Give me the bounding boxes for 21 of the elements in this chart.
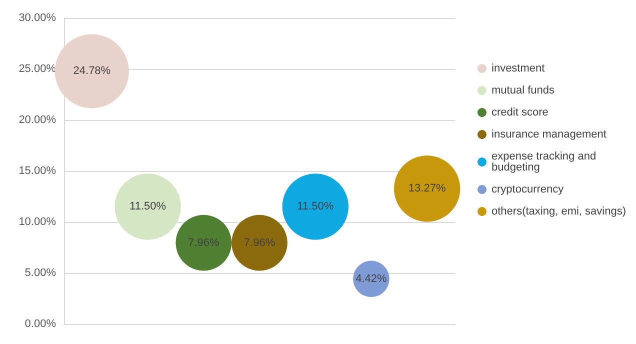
y-tick-label: 30.00% xyxy=(18,12,56,24)
y-tick-label: 5.00% xyxy=(24,267,56,279)
y-tick-label: 25.00% xyxy=(18,63,56,75)
y-tick-label: 0.00% xyxy=(24,318,56,330)
y-tick-label: 20.00% xyxy=(18,114,56,126)
y-tick-label: 15.00% xyxy=(18,165,56,177)
legend-label: cryptocurrency xyxy=(492,184,564,196)
data-label: 13.27% xyxy=(408,182,446,195)
data-label: 11.50% xyxy=(297,200,334,213)
legend-label: others(taxing, emi, savings) xyxy=(492,206,626,218)
legend-label: credit score xyxy=(492,106,548,118)
data-label: 24.78% xyxy=(73,65,111,78)
data-label: 4.42% xyxy=(356,272,388,285)
legend-label: mutual funds xyxy=(492,84,555,96)
y-tick-label: 10.00% xyxy=(18,216,56,228)
data-label: 7.96% xyxy=(244,236,276,249)
legend-label: insurance management xyxy=(492,128,606,140)
data-label: 7.96% xyxy=(188,236,220,249)
legend-label: expense tracking and budgeting xyxy=(492,150,600,174)
legend-label: investment xyxy=(492,62,545,74)
data-label: 11.50% xyxy=(130,200,166,213)
